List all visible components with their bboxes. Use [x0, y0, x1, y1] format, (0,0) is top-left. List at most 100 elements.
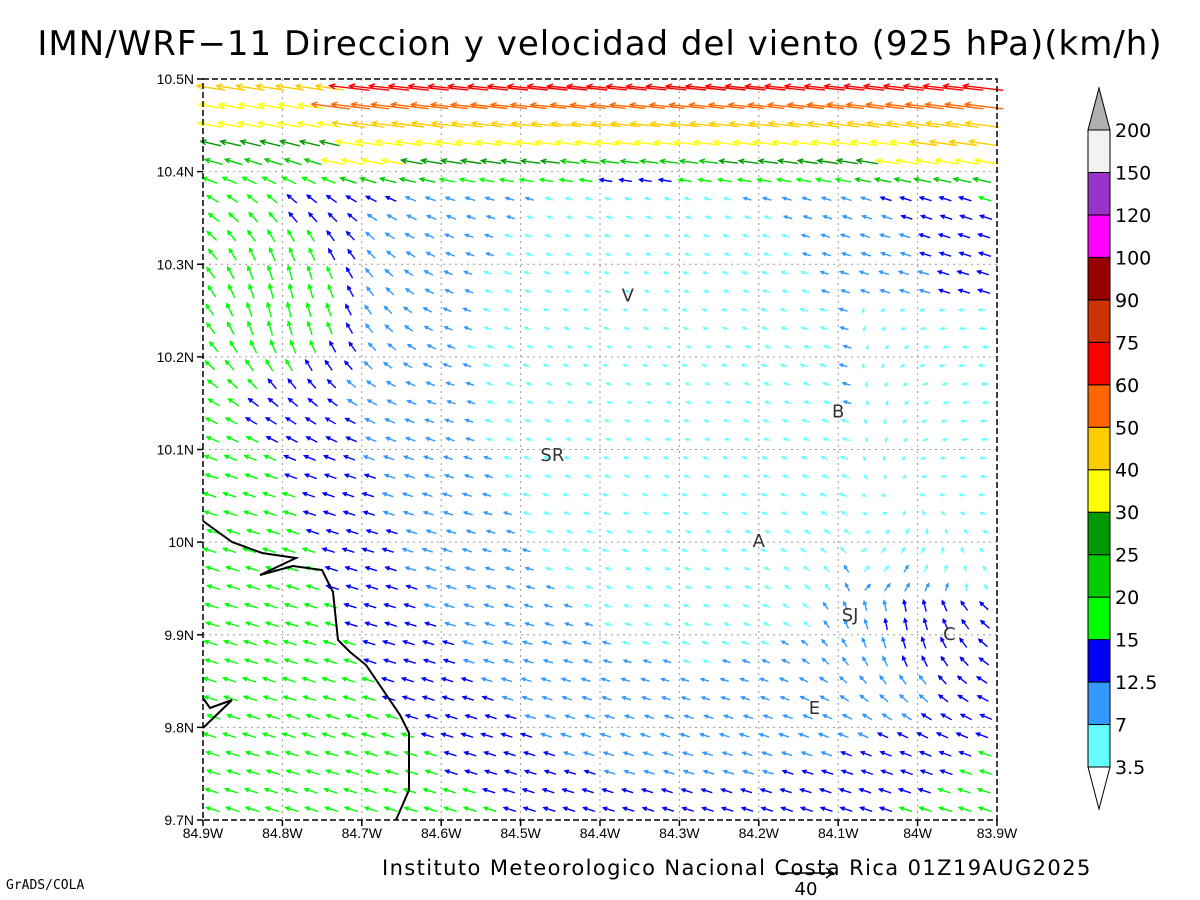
wind-vector	[461, 547, 473, 553]
wind-vector	[342, 787, 358, 794]
wind-vector	[421, 640, 435, 646]
wind-vector	[206, 528, 221, 535]
wind-vector	[681, 640, 690, 645]
wind-vector	[464, 196, 476, 202]
wind-vector	[841, 637, 848, 648]
wind-vector	[482, 307, 491, 312]
wind-vector	[819, 806, 833, 812]
wind-vector	[736, 177, 752, 183]
wind-vector	[485, 215, 496, 220]
wind-vector	[267, 378, 277, 390]
wind-vector	[225, 713, 241, 720]
wind-vector	[304, 750, 319, 757]
map-grid	[203, 79, 997, 820]
wind-vector	[763, 382, 771, 386]
wind-vector	[354, 138, 384, 147]
reference-arrow	[777, 867, 835, 879]
wind-vector	[264, 750, 280, 757]
wind-vector	[545, 83, 588, 91]
wind-vector	[779, 492, 788, 497]
wind-vector	[721, 326, 729, 331]
wind-vector	[741, 326, 749, 331]
wind-vector	[795, 177, 812, 183]
wind-vector	[502, 658, 515, 664]
wind-vector	[344, 769, 360, 776]
wind-vector	[405, 251, 416, 258]
wind-vector	[869, 139, 898, 147]
colorbar-label: 40	[1115, 460, 1139, 482]
wind-vector	[381, 547, 394, 553]
wind-vector	[563, 271, 571, 275]
wind-vector	[701, 751, 714, 757]
wind-vector	[879, 288, 891, 294]
wind-vector	[350, 101, 390, 110]
wind-vector	[579, 732, 592, 738]
wind-vector	[330, 101, 370, 110]
wind-vector	[363, 360, 373, 370]
wind-vector	[423, 750, 438, 757]
wind-vector	[464, 289, 474, 294]
wind-vector	[899, 769, 913, 776]
wind-vector	[704, 83, 746, 91]
wind-vector	[741, 233, 751, 238]
wind-vector	[663, 714, 675, 720]
wind-vector	[423, 270, 434, 276]
wind-vector	[406, 343, 417, 351]
wind-vector	[281, 547, 296, 554]
wind-vector	[877, 270, 890, 276]
wind-vector	[564, 419, 572, 423]
wind-vector	[369, 101, 409, 110]
wind-vector	[398, 176, 416, 183]
wind-vector	[903, 400, 910, 405]
wind-vector	[217, 102, 245, 110]
wind-vector	[520, 677, 532, 683]
wind-vector	[204, 787, 219, 794]
wind-vector	[856, 732, 869, 739]
wind-vector	[486, 400, 495, 405]
wind-vector	[442, 658, 456, 664]
wind-vector	[764, 530, 772, 534]
wind-vector	[282, 639, 297, 646]
wind-vector	[902, 83, 944, 91]
wind-vector	[401, 695, 416, 701]
wind-vector	[558, 177, 573, 183]
wind-vector	[334, 138, 364, 147]
colorbar-label: 25	[1115, 545, 1139, 567]
wind-vector	[243, 658, 259, 665]
wind-vector	[524, 418, 533, 423]
wind-vector	[263, 787, 279, 794]
wind-vector	[879, 694, 889, 703]
wind-vector	[207, 212, 220, 222]
wind-vector	[445, 251, 455, 257]
wind-vector	[602, 751, 615, 757]
wind-vector	[959, 637, 968, 648]
wind-vector	[839, 806, 853, 812]
wind-vector	[778, 677, 789, 683]
wind-vector	[523, 270, 532, 275]
wind-vector	[266, 264, 274, 281]
wind-vector	[342, 454, 356, 461]
wind-vector	[403, 603, 416, 609]
wind-vector	[908, 139, 938, 147]
wind-vector	[859, 806, 873, 813]
wind-vector	[659, 732, 671, 738]
wind-vector	[664, 437, 671, 442]
wind-vector	[625, 400, 633, 405]
wind-vector	[786, 101, 825, 110]
wind-vector	[424, 196, 436, 202]
wind-vector	[342, 639, 356, 646]
wind-vector	[304, 621, 319, 628]
wind-vector	[404, 418, 415, 424]
wind-vector	[885, 400, 889, 406]
wind-vector	[579, 158, 600, 165]
wind-vector	[403, 473, 416, 479]
wind-vector	[442, 806, 457, 813]
wind-vector	[419, 158, 443, 165]
wind-vector	[742, 289, 750, 294]
wind-vector	[823, 83, 865, 91]
place-label: V	[622, 286, 635, 307]
wind-vector	[562, 751, 575, 757]
wind-vector	[941, 382, 949, 386]
wind-vector	[884, 437, 889, 444]
wind-vector	[461, 695, 475, 701]
